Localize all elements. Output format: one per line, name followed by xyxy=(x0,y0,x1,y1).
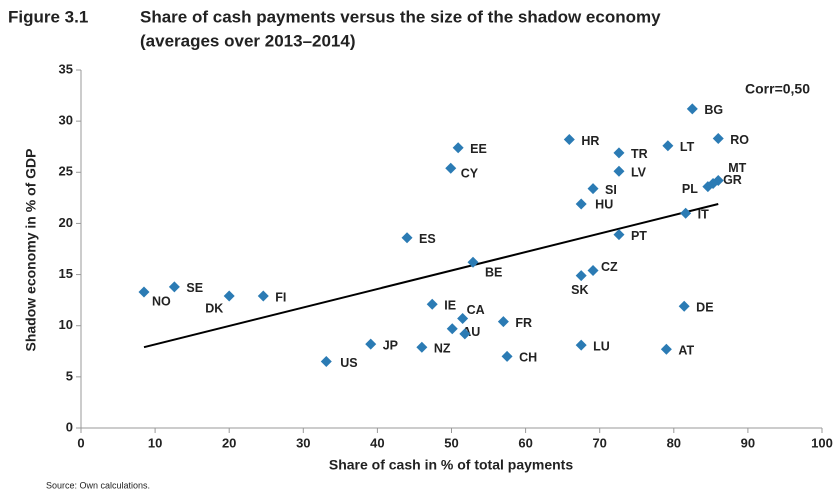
chart-subtitle: (averages over 2013–2014) xyxy=(140,31,356,50)
point xyxy=(223,290,235,302)
point-label: DK xyxy=(205,301,223,315)
point xyxy=(575,339,587,351)
x-axis-label: Share of cash in % of total payments xyxy=(329,457,573,473)
point-label: FR xyxy=(515,316,532,330)
point xyxy=(501,350,513,362)
point xyxy=(401,232,413,244)
point xyxy=(575,270,587,282)
point xyxy=(497,316,509,328)
point-label: PL xyxy=(682,182,698,196)
point-label: CH xyxy=(519,351,537,365)
x-tick-label: 100 xyxy=(811,435,833,450)
y-tick-label: 15 xyxy=(59,266,73,281)
point xyxy=(467,256,479,268)
point-label: BE xyxy=(485,266,502,280)
point xyxy=(320,356,332,368)
y-tick-label: 25 xyxy=(59,164,73,179)
point xyxy=(416,341,428,353)
y-tick-label: 30 xyxy=(59,113,73,128)
point-label: JP xyxy=(383,338,398,352)
y-tick-label: 0 xyxy=(66,419,73,434)
source: Source: Own calculations. xyxy=(46,480,150,490)
point-label: FI xyxy=(275,290,286,304)
point xyxy=(563,134,575,146)
annotation: Corr=0,50 xyxy=(745,81,810,97)
point-label: ES xyxy=(419,232,436,246)
point-label: LV xyxy=(631,166,647,180)
point-label: CZ xyxy=(601,260,618,274)
point xyxy=(365,338,377,350)
x-tick-label: 0 xyxy=(77,435,84,450)
point xyxy=(686,103,698,115)
point-label: EE xyxy=(470,142,487,156)
y-tick-label: 20 xyxy=(59,215,73,230)
y-tick-label: 35 xyxy=(59,61,73,76)
point xyxy=(613,165,625,177)
point-label: SI xyxy=(605,183,617,197)
point xyxy=(662,140,674,152)
point xyxy=(459,328,471,340)
point xyxy=(702,181,714,193)
trend-line xyxy=(143,203,719,349)
point-label: SE xyxy=(186,281,203,295)
point xyxy=(712,133,724,145)
point-label: RO xyxy=(730,133,749,147)
point-label: PT xyxy=(631,229,647,243)
point xyxy=(660,343,672,355)
point-label: CY xyxy=(461,166,479,180)
point-label: AT xyxy=(678,344,694,358)
point xyxy=(445,162,457,174)
x-tick-label: 90 xyxy=(741,435,755,450)
x-tick-label: 80 xyxy=(667,435,681,450)
point-label: HU xyxy=(595,197,613,211)
point xyxy=(457,313,469,325)
point xyxy=(587,264,599,276)
x-tick-label: 10 xyxy=(148,435,162,450)
point-label: MT xyxy=(728,161,746,175)
point-label: HR xyxy=(581,134,599,148)
point xyxy=(575,198,587,210)
x-tick-label: 30 xyxy=(296,435,310,450)
point xyxy=(426,298,438,310)
point xyxy=(138,286,150,298)
point-label: TR xyxy=(631,147,648,161)
point xyxy=(587,183,599,195)
point-label: BG xyxy=(704,103,723,117)
point xyxy=(446,323,458,335)
point-label: NZ xyxy=(434,341,451,355)
point-label: DE xyxy=(696,301,713,315)
point-label: GR xyxy=(723,173,742,187)
point-label: SK xyxy=(571,283,588,297)
x-tick-label: 70 xyxy=(592,435,606,450)
point-label: IT xyxy=(698,207,709,221)
point xyxy=(257,290,269,302)
y-tick-label: 10 xyxy=(59,317,73,332)
x-tick-label: 20 xyxy=(222,435,236,450)
point-label: IE xyxy=(444,299,456,313)
point xyxy=(680,207,692,219)
chart-title: Share of cash payments versus the size o… xyxy=(140,7,661,26)
point-label: US xyxy=(340,356,357,370)
x-tick-label: 50 xyxy=(444,435,458,450)
y-axis-label: Shadow economy in % of GDP xyxy=(23,148,39,351)
point xyxy=(678,300,690,312)
point xyxy=(452,142,464,154)
point xyxy=(613,229,625,241)
figure-label: Figure 3.1 xyxy=(8,7,88,26)
point xyxy=(613,147,625,159)
point xyxy=(168,281,180,293)
point-label: LU xyxy=(593,339,610,353)
point-label: CA xyxy=(467,303,485,317)
x-tick-label: 60 xyxy=(518,435,532,450)
y-tick-label: 5 xyxy=(66,368,73,383)
point-label: NO xyxy=(152,294,171,308)
x-tick-label: 40 xyxy=(370,435,384,450)
point-label: LT xyxy=(680,140,695,154)
